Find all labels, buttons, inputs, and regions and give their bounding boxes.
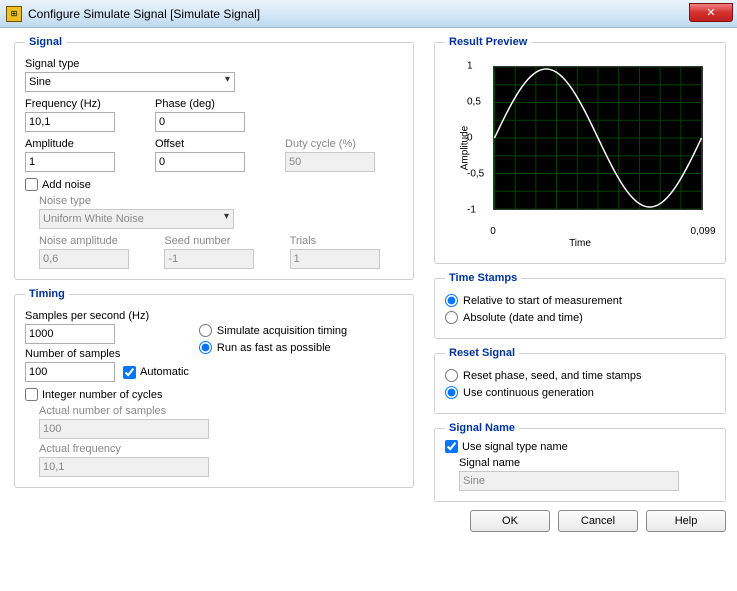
help-button[interactable]: Help — [646, 510, 726, 532]
nos-label: Number of samples — [25, 348, 189, 360]
timing-group: Timing Samples per second (Hz) Number of… — [14, 288, 414, 488]
sim-timing-label: Simulate acquisition timing — [217, 325, 347, 337]
ts-absolute-radio[interactable] — [445, 311, 458, 324]
duty-input — [285, 152, 375, 172]
signal-legend: Signal — [25, 36, 66, 48]
signal-type-label: Signal type — [25, 58, 403, 70]
automatic-label: Automatic — [140, 366, 189, 378]
fast-label: Run as fast as possible — [217, 342, 331, 354]
preview-group: Result Preview Amplitude 1 0,5 0 -0,5 -1… — [434, 36, 726, 264]
ok-button[interactable]: OK — [470, 510, 550, 532]
ytick: -0,5 — [467, 169, 484, 180]
titlebar: ⊞ Configure Simulate Signal [Simulate Si… — [0, 0, 737, 28]
sim-timing-radio[interactable] — [199, 324, 212, 337]
automatic-checkbox[interactable] — [123, 366, 136, 379]
duty-label: Duty cycle (%) — [285, 138, 403, 150]
cancel-button[interactable]: Cancel — [558, 510, 638, 532]
signal-group: Signal Signal type Frequency (Hz) Phase … — [14, 36, 414, 280]
reset-legend: Reset Signal — [445, 347, 519, 359]
preview-legend: Result Preview — [445, 36, 531, 48]
window-title: Configure Simulate Signal [Simulate Sign… — [28, 7, 260, 21]
add-noise-label: Add noise — [42, 179, 91, 191]
reset-phase-radio[interactable] — [445, 369, 458, 382]
frequency-input[interactable] — [25, 112, 115, 132]
trials-label: Trials — [290, 235, 403, 247]
nos-input[interactable] — [25, 362, 115, 382]
actual-nos-input — [39, 419, 209, 439]
sps-input[interactable] — [25, 324, 115, 344]
ts-absolute-label: Absolute (date and time) — [463, 312, 583, 324]
noise-amp-label: Noise amplitude — [39, 235, 152, 247]
phase-label: Phase (deg) — [155, 98, 273, 110]
signal-name-group: Signal Name Use signal type name Signal … — [434, 422, 726, 502]
signal-name-legend: Signal Name — [445, 422, 519, 434]
continuous-label: Use continuous generation — [463, 387, 594, 399]
close-button[interactable]: ✕ — [689, 3, 733, 22]
noise-amp-input — [39, 249, 129, 269]
continuous-radio[interactable] — [445, 386, 458, 399]
xtick: 0,099 — [690, 226, 715, 237]
timing-legend: Timing — [25, 288, 69, 300]
use-type-name-checkbox[interactable] — [445, 440, 458, 453]
xtick: 0 — [490, 226, 496, 237]
integer-cycles-label: Integer number of cycles — [42, 389, 162, 401]
integer-cycles-checkbox[interactable] — [25, 388, 38, 401]
frequency-label: Frequency (Hz) — [25, 98, 143, 110]
use-type-name-label: Use signal type name — [462, 441, 568, 453]
amplitude-input[interactable] — [25, 152, 115, 172]
ytick: 0,5 — [467, 97, 481, 108]
actual-freq-input — [39, 457, 209, 477]
actual-nos-label: Actual number of samples — [39, 405, 403, 417]
amplitude-label: Amplitude — [25, 138, 143, 150]
offset-input[interactable] — [155, 152, 245, 172]
preview-xlabel: Time — [569, 238, 591, 249]
timestamps-group: Time Stamps Relative to start of measure… — [434, 272, 726, 339]
add-noise-checkbox[interactable] — [25, 178, 38, 191]
signal-name-label: Signal name — [459, 457, 715, 469]
reset-group: Reset Signal Reset phase, seed, and time… — [434, 347, 726, 414]
ts-relative-radio[interactable] — [445, 294, 458, 307]
actual-freq-label: Actual frequency — [39, 443, 403, 455]
fast-radio[interactable] — [199, 341, 212, 354]
noise-type-select — [39, 209, 234, 229]
sps-label: Samples per second (Hz) — [25, 310, 189, 322]
ytick: -1 — [467, 205, 476, 216]
signal-type-select[interactable] — [25, 72, 235, 92]
seed-label: Seed number — [164, 235, 277, 247]
trials-input — [290, 249, 380, 269]
ytick: 1 — [467, 61, 473, 72]
offset-label: Offset — [155, 138, 273, 150]
reset-phase-label: Reset phase, seed, and time stamps — [463, 370, 642, 382]
seed-input — [164, 249, 254, 269]
phase-input[interactable] — [155, 112, 245, 132]
timestamps-legend: Time Stamps — [445, 272, 521, 284]
signal-name-input — [459, 471, 679, 491]
ts-relative-label: Relative to start of measurement — [463, 295, 622, 307]
noise-type-label: Noise type — [39, 195, 403, 207]
ytick: 0 — [467, 133, 473, 144]
preview-plot — [493, 66, 703, 210]
app-icon: ⊞ — [6, 6, 22, 22]
